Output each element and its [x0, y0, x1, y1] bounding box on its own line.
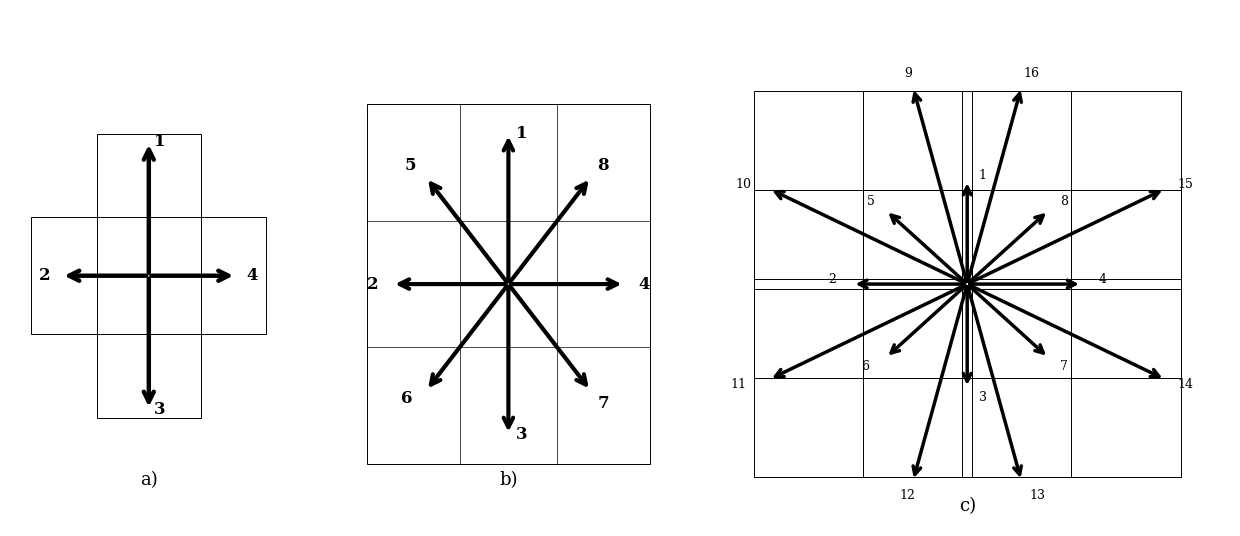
Bar	[863, 190, 1071, 378]
Text: 1: 1	[978, 169, 987, 182]
Text: 11: 11	[730, 377, 746, 391]
Text: 7: 7	[1060, 360, 1068, 374]
Text: 4: 4	[639, 276, 650, 293]
Text: 6: 6	[402, 390, 413, 407]
Bar	[972, 289, 1180, 478]
Text: 9: 9	[904, 66, 911, 80]
Text: 2: 2	[367, 276, 378, 293]
Text: 15: 15	[1178, 177, 1194, 191]
Text: 5: 5	[404, 157, 415, 174]
Text: 4: 4	[1099, 273, 1106, 286]
Text: 8: 8	[598, 157, 609, 174]
Text: 5: 5	[867, 195, 874, 208]
Text: 2: 2	[828, 273, 836, 286]
Text: 8: 8	[1060, 195, 1068, 208]
Text: 4: 4	[247, 267, 258, 284]
Bar	[972, 190, 1180, 378]
Text: 1: 1	[154, 133, 165, 151]
Text: 14: 14	[1178, 377, 1194, 391]
Text: 12: 12	[900, 488, 916, 502]
Bar	[754, 190, 962, 378]
Bar	[31, 217, 267, 334]
Text: b): b)	[500, 471, 517, 489]
Text: 3: 3	[154, 401, 165, 418]
Text: c): c)	[959, 497, 976, 515]
Text: 13: 13	[1029, 488, 1045, 502]
Bar	[972, 91, 1180, 279]
Text: a): a)	[140, 471, 157, 489]
Bar	[97, 133, 201, 418]
Bar	[863, 289, 1071, 478]
Text: 3: 3	[516, 426, 527, 443]
Text: 10: 10	[735, 177, 751, 191]
Text: 3: 3	[978, 391, 987, 404]
Text: 6: 6	[862, 360, 869, 374]
Text: 2: 2	[40, 267, 51, 284]
Bar	[863, 91, 1071, 279]
Bar	[367, 105, 650, 464]
Text: 16: 16	[1024, 66, 1040, 80]
Text: 1: 1	[516, 125, 527, 142]
Bar	[754, 91, 962, 279]
Text: 7: 7	[598, 394, 609, 412]
Bar	[754, 289, 962, 478]
